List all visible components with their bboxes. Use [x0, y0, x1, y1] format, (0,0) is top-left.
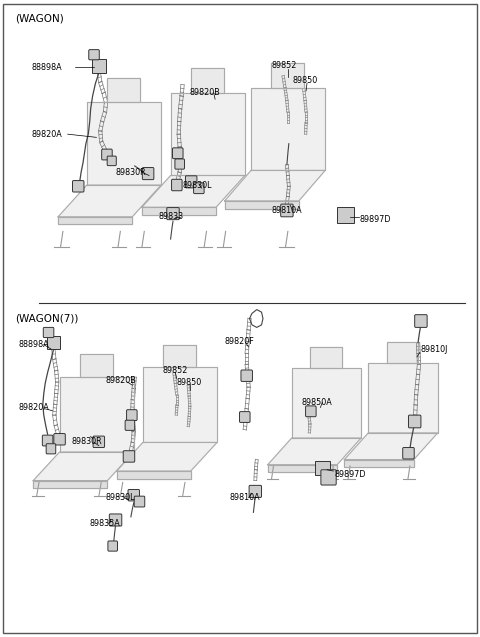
FancyBboxPatch shape: [167, 208, 179, 220]
Polygon shape: [271, 63, 304, 88]
Polygon shape: [87, 103, 161, 185]
Text: 89835A: 89835A: [89, 519, 120, 527]
Polygon shape: [117, 471, 191, 478]
Text: 89852: 89852: [162, 366, 188, 375]
FancyBboxPatch shape: [46, 444, 56, 454]
FancyBboxPatch shape: [175, 159, 184, 169]
Text: 89810J: 89810J: [421, 345, 448, 354]
Text: 88898A: 88898A: [19, 340, 49, 349]
FancyBboxPatch shape: [143, 168, 154, 180]
Text: 89830L: 89830L: [182, 180, 212, 190]
Text: 89820B: 89820B: [190, 89, 220, 97]
Text: 89833: 89833: [158, 212, 184, 221]
Polygon shape: [142, 175, 245, 207]
FancyBboxPatch shape: [128, 489, 140, 501]
FancyBboxPatch shape: [102, 149, 112, 160]
FancyBboxPatch shape: [127, 410, 137, 420]
Polygon shape: [251, 88, 325, 171]
FancyBboxPatch shape: [321, 469, 336, 485]
FancyBboxPatch shape: [108, 541, 118, 551]
Polygon shape: [191, 68, 224, 93]
Polygon shape: [368, 363, 438, 433]
FancyBboxPatch shape: [89, 50, 99, 60]
Text: (WAGON): (WAGON): [15, 13, 64, 24]
Polygon shape: [387, 342, 418, 363]
Polygon shape: [117, 443, 217, 471]
FancyBboxPatch shape: [123, 451, 135, 462]
FancyBboxPatch shape: [306, 406, 316, 417]
Polygon shape: [311, 347, 342, 368]
Bar: [337, 207, 354, 223]
Text: (WAGON(7)): (WAGON(7)): [15, 313, 78, 324]
Polygon shape: [142, 207, 216, 215]
Bar: [315, 461, 330, 475]
Text: 88898A: 88898A: [32, 63, 62, 72]
FancyBboxPatch shape: [171, 179, 182, 190]
Text: 89850: 89850: [177, 378, 202, 387]
Polygon shape: [143, 368, 217, 443]
FancyBboxPatch shape: [109, 514, 122, 526]
Polygon shape: [58, 217, 132, 224]
Text: 89830L: 89830L: [105, 493, 134, 502]
FancyBboxPatch shape: [72, 180, 84, 192]
Text: 89852: 89852: [271, 61, 297, 70]
FancyBboxPatch shape: [54, 434, 65, 445]
FancyBboxPatch shape: [281, 204, 293, 217]
FancyBboxPatch shape: [134, 496, 145, 507]
Bar: [92, 59, 106, 73]
FancyBboxPatch shape: [185, 176, 197, 188]
Polygon shape: [268, 464, 337, 472]
Text: 89820B: 89820B: [106, 376, 137, 385]
Text: 89850A: 89850A: [301, 398, 332, 407]
FancyBboxPatch shape: [415, 315, 427, 327]
Polygon shape: [163, 345, 196, 368]
Polygon shape: [60, 377, 134, 452]
FancyBboxPatch shape: [43, 327, 54, 338]
FancyBboxPatch shape: [93, 436, 105, 448]
Text: 89820F: 89820F: [225, 337, 254, 346]
Text: 89820A: 89820A: [19, 403, 49, 412]
Polygon shape: [170, 93, 245, 175]
Text: 89897D: 89897D: [335, 469, 366, 479]
FancyBboxPatch shape: [403, 448, 414, 459]
FancyBboxPatch shape: [42, 435, 53, 446]
Polygon shape: [107, 78, 140, 103]
FancyBboxPatch shape: [240, 412, 250, 422]
FancyBboxPatch shape: [249, 485, 262, 497]
Text: 89810A: 89810A: [229, 493, 260, 502]
Text: 89820A: 89820A: [32, 130, 62, 139]
FancyBboxPatch shape: [172, 148, 183, 159]
Text: 89810A: 89810A: [271, 206, 302, 215]
Polygon shape: [33, 452, 134, 480]
Text: 89830R: 89830R: [72, 437, 102, 446]
Text: 89850: 89850: [293, 76, 318, 85]
FancyBboxPatch shape: [241, 370, 252, 382]
Polygon shape: [268, 438, 361, 464]
Text: 89897D: 89897D: [360, 215, 391, 224]
Polygon shape: [344, 460, 414, 467]
Polygon shape: [225, 171, 325, 201]
Polygon shape: [225, 201, 299, 208]
FancyBboxPatch shape: [107, 156, 116, 166]
Polygon shape: [33, 480, 108, 488]
Text: 89830R: 89830R: [116, 168, 146, 177]
Polygon shape: [292, 368, 361, 438]
FancyBboxPatch shape: [408, 415, 421, 428]
Polygon shape: [80, 354, 113, 377]
Bar: [47, 336, 60, 349]
Polygon shape: [344, 433, 438, 460]
FancyBboxPatch shape: [193, 183, 204, 194]
FancyBboxPatch shape: [125, 420, 135, 431]
Polygon shape: [58, 185, 161, 217]
